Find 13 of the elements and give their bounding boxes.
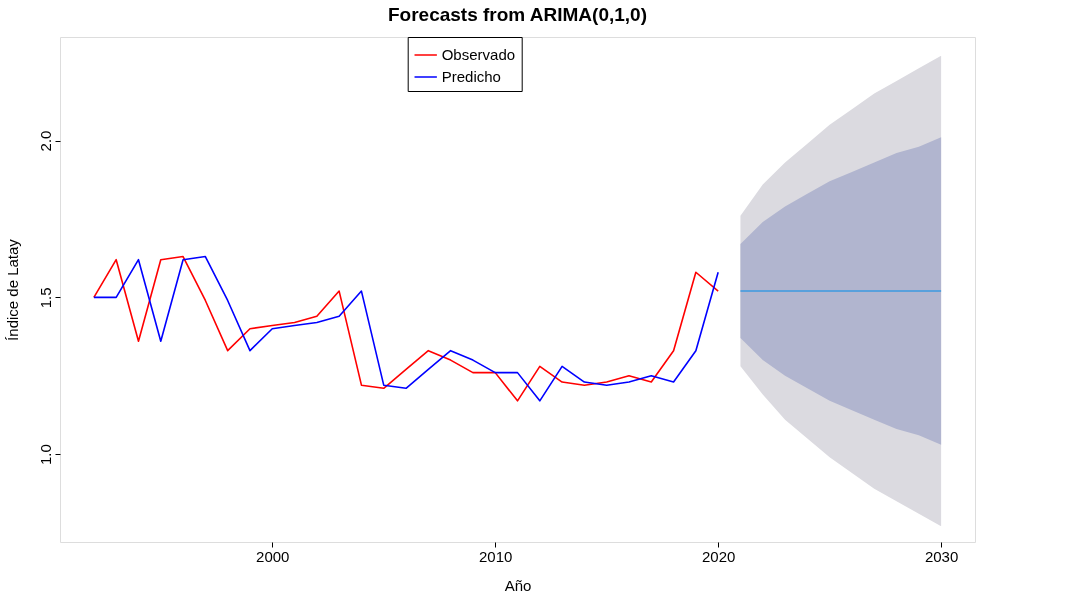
legend-label: Predicho <box>441 68 501 85</box>
legend-label: Observado <box>441 46 516 63</box>
y-tick-label: 2.0 <box>36 130 54 152</box>
x-tick-label: 2010 <box>479 547 513 565</box>
x-tick-label: 2020 <box>701 547 736 565</box>
y-axis-title: Índice de Latay <box>3 238 21 341</box>
x-tick-label: 2030 <box>924 547 959 565</box>
x-axis-title: Año <box>504 576 532 594</box>
chart-title: Forecasts from ARIMA(0,1,0) <box>387 3 648 25</box>
line-series <box>93 255 719 402</box>
y-tick-label: 1.5 <box>36 287 54 309</box>
x-tick-label: 2000 <box>256 547 290 565</box>
y-tick-label: 1.0 <box>36 444 54 466</box>
